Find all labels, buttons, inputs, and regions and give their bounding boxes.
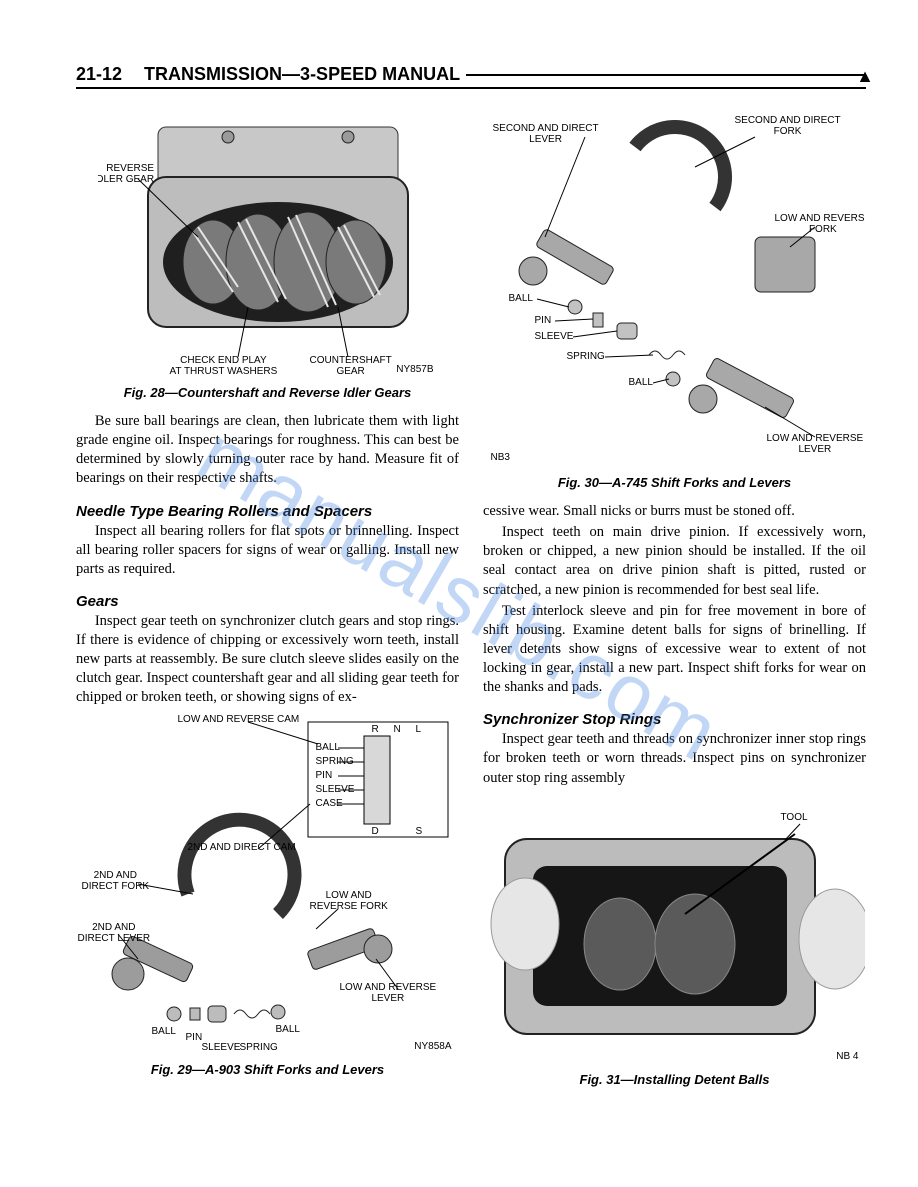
label-reverse-idler-gear: REVERSEIDLER GEAR (98, 163, 155, 185)
para-interlock: Test interlock sleeve and pin for free m… (483, 602, 866, 698)
para-main-pinion: Inspect teeth on main drive pinion. If e… (483, 523, 866, 600)
page: ▲ 21-12 TRANSMISSION—3-SPEED MANUAL (0, 0, 918, 1139)
two-column-layout: REVERSEIDLER GEAR CHECK END PLAYAT THRUS… (76, 107, 866, 1099)
fig28-drawing (98, 107, 438, 377)
fig29-code: NY858A (414, 1041, 451, 1052)
label-2nd-direct-lever: 2ND ANDDIRECT LEVER (78, 922, 151, 944)
para-gears: Inspect gear teeth on synchronizer clutc… (76, 612, 459, 708)
fig30-code: NB3 (491, 452, 510, 463)
page-number: 21-12 (76, 64, 122, 85)
label-low-reverse-lever: LOW AND REVERSELEVER (767, 433, 864, 455)
label-sleeve-30: SLEEVE (535, 331, 574, 342)
fig28-code: NY857B (396, 364, 433, 375)
figure-30: SECOND AND DIRECTLEVER SECOND AND DIRECT… (483, 107, 866, 490)
figure-28: REVERSEIDLER GEAR CHECK END PLAYAT THRUS… (76, 107, 459, 400)
fig30-drawing (485, 107, 865, 467)
fig30-caption: Fig. 30—A-745 Shift Forks and Levers (483, 475, 866, 490)
fig28-caption: Fig. 28—Countershaft and Reverse Idler G… (76, 385, 459, 400)
label-ball1-30: BALL (509, 293, 533, 304)
label-ball1: BALL (152, 1026, 176, 1037)
right-column: SECOND AND DIRECTLEVER SECOND AND DIRECT… (483, 107, 866, 1099)
label-inset-ball: BALL (316, 742, 340, 753)
figure-31: TOOL NB 4 Fig. 31—Installing Detent Ball… (483, 794, 866, 1087)
label-ball2: BALL (276, 1024, 300, 1035)
left-column: REVERSEIDLER GEAR CHECK END PLAYAT THRUS… (76, 107, 459, 1099)
label-pin-30: PIN (535, 315, 552, 326)
label-inset-s: S (416, 826, 423, 837)
label-inset-n: N (394, 724, 401, 735)
label-inset-d: D (372, 826, 379, 837)
label-2nd-direct-cam: 2ND AND DIRECT CAM (188, 842, 296, 853)
label-low-reverse-fork: LOW AND REVERSEFORK (775, 213, 865, 235)
label-low-reverse-fork: LOW ANDREVERSE FORK (310, 890, 388, 912)
label-inset-r: R (372, 724, 379, 735)
fig29-caption: Fig. 29—A-903 Shift Forks and Levers (76, 1062, 459, 1077)
label-second-direct-lever: SECOND AND DIRECTLEVER (493, 123, 599, 145)
label-inset-pin: PIN (316, 770, 333, 781)
page-header: 21-12 TRANSMISSION—3-SPEED MANUAL (76, 64, 866, 89)
fig31-caption: Fig. 31—Installing Detent Balls (483, 1072, 866, 1087)
heading-needle-rollers: Needle Type Bearing Rollers and Spacers (76, 503, 459, 520)
label-inset-spring: SPRING (316, 756, 354, 767)
label-ball2-30: BALL (629, 377, 653, 388)
label-inset-sleeve: SLEEVE (316, 784, 355, 795)
label-check-end-play: CHECK END PLAYAT THRUST WASHERS (170, 355, 278, 377)
para-cessive-wear: cessive wear. Small nicks or burrs must … (483, 502, 866, 521)
para-needle-rollers: Inspect all bearing rollers for flat spo… (76, 522, 459, 579)
label-countershaft-gear: COUNTERSHAFTGEAR (310, 355, 392, 377)
label-low-reverse-cam: LOW AND REVERSE CAM (178, 714, 300, 725)
label-inset-l: L (416, 724, 422, 735)
heading-gears: Gears (76, 593, 459, 610)
figure-29: BALL SPRING PIN SLEEVE CASE R N L D S LO… (76, 714, 459, 1077)
label-second-direct-fork: SECOND AND DIRECTFORK (735, 115, 841, 137)
fig31-drawing (485, 794, 865, 1064)
label-spring: SPRING (240, 1042, 278, 1053)
label-inset-case: CASE (316, 798, 343, 809)
heading-sync-stop-rings: Synchronizer Stop Rings (483, 711, 866, 728)
page-title: TRANSMISSION—3-SPEED MANUAL (144, 64, 460, 85)
label-sleeve: SLEEVE (202, 1042, 241, 1053)
label-spring-30: SPRING (567, 351, 605, 362)
para-sync-stop: Inspect gear teeth and threads on synchr… (483, 730, 866, 787)
label-tool: TOOL (781, 812, 808, 823)
label-2nd-direct-fork: 2ND ANDDIRECT FORK (82, 870, 150, 892)
label-low-reverse-lever: LOW AND REVERSELEVER (340, 982, 437, 1004)
label-pin: PIN (186, 1032, 203, 1043)
fig31-code: NB 4 (836, 1051, 858, 1062)
para-bearings: Be sure ball bearings are clean, then lu… (76, 412, 459, 489)
